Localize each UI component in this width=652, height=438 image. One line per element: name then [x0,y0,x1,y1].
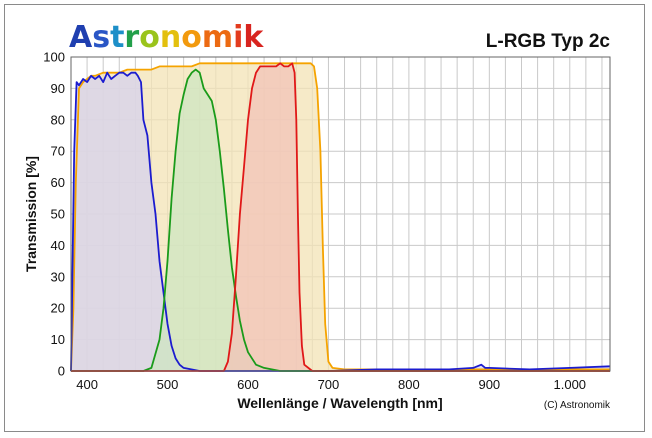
series-line [71,62,610,372]
series-line [70,62,610,372]
x-tick-label: 500 [157,377,179,392]
chart-title: L-RGB Typ 2c [486,31,611,52]
x-tick-label: 1.000 [554,377,587,392]
y-tick-label: 80 [51,112,65,127]
y-tick-label: 40 [51,238,65,253]
logo-letter: A [69,20,93,55]
y-tick-label: 70 [51,144,65,159]
y-axis-label: Transmission [%] [23,156,39,272]
plot-border [70,56,611,372]
transmission-chart: Astronomik L-RGB Typ 2c 0102030405060708… [23,20,611,411]
y-tick-label: 20 [51,301,65,316]
logo-letter: k [243,20,264,55]
x-tick-label: 900 [478,377,500,392]
series-line [71,68,610,372]
x-axis-label: Wellenlänge / Wavelength [nm] [237,395,442,411]
y-tick-label: 50 [51,207,65,222]
logo-letter: o [181,20,202,55]
series-line [70,71,611,372]
logo-letter: r [124,20,139,55]
series-fill [71,69,610,371]
astronomik-logo: Astronomik [69,20,264,55]
logo-letter: o [139,20,160,55]
x-tick-label: 600 [237,377,259,392]
y-tick-label: 0 [58,364,65,379]
x-tick-label: 700 [318,377,340,392]
y-tick-label: 60 [51,175,65,190]
filter-fills [71,63,610,372]
y-tick-label: 30 [51,269,65,284]
x-axis-ticks: 400 500 600 700 800 900 1.000 [76,377,586,392]
logo-letter: t [110,20,124,55]
logo-letter: s [92,20,110,55]
y-tick-label: 10 [51,332,65,347]
chart-frame: Astronomik L-RGB Typ 2c 0 10 20 30 40 50 60 70 8… [4,4,645,432]
x-tick-label: 400 [76,377,98,392]
logo-letter: i [233,20,243,55]
y-tick-label: 90 [51,81,65,96]
logo-letter: n [160,20,181,55]
y-tick-label: 100 [43,50,65,65]
series-fill [71,72,610,371]
logo-letter: m [202,20,233,55]
x-tick-label: 800 [398,377,420,392]
copyright-note: (C) Astronomik [544,400,611,411]
y-axis-ticks: 0 10 20 30 40 50 60 70 80 90 100 [43,50,65,379]
filter-curves [70,62,611,372]
